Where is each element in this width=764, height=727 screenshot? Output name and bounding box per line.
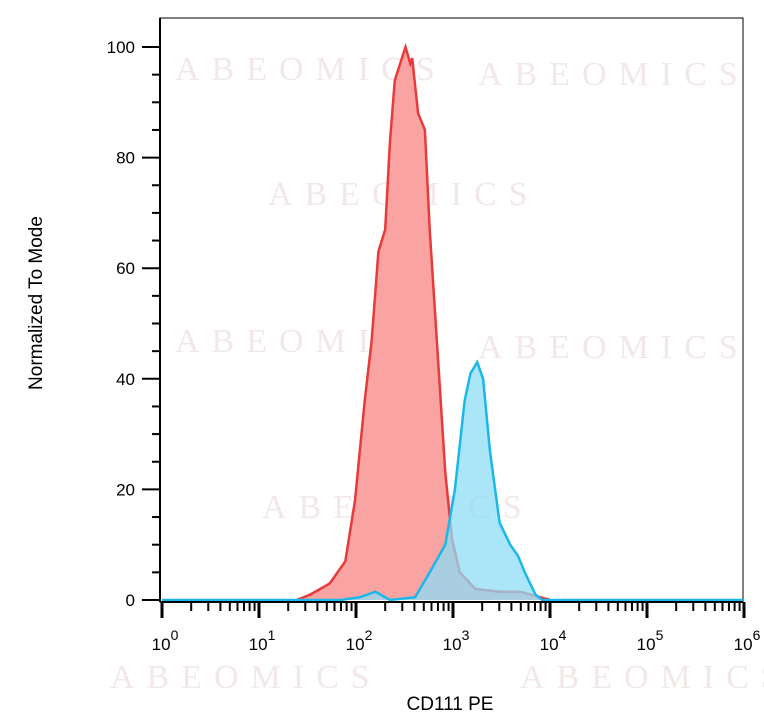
- watermark-text: ABEOMICS: [478, 329, 750, 366]
- x-tick-label: 105: [637, 627, 664, 654]
- x-tick-base: 10: [734, 635, 753, 654]
- y-tick-label: 0: [126, 591, 135, 610]
- watermark-text: ABEOMICS: [520, 659, 764, 696]
- x-tick-base: 10: [443, 635, 462, 654]
- x-tick-exp: 1: [268, 627, 276, 643]
- y-axis-label: Normalized To Mode: [26, 216, 47, 390]
- y-tick-label: 100: [107, 38, 135, 57]
- x-tick-exp: 5: [656, 627, 664, 643]
- x-tick-label: 104: [540, 627, 567, 654]
- x-tick-label: 100: [152, 627, 179, 654]
- y-tick-label: 60: [116, 259, 135, 278]
- x-tick-base: 10: [152, 635, 171, 654]
- x-tick-exp: 3: [462, 627, 470, 643]
- watermark-text: ABEOMICS: [110, 659, 382, 696]
- x-tick-base: 10: [249, 635, 268, 654]
- x-tick-label: 101: [249, 627, 276, 654]
- y-tick-label: 20: [116, 480, 135, 499]
- x-tick-base: 10: [346, 635, 365, 654]
- watermark-text: ABEOMICS: [175, 51, 447, 88]
- x-tick-exp: 0: [171, 627, 179, 643]
- y-tick-label: 40: [116, 370, 135, 389]
- series-layer: [162, 42, 744, 602]
- x-tick-exp: 2: [365, 627, 373, 643]
- x-tick-label: 102: [346, 627, 373, 654]
- x-tick-exp: 6: [753, 627, 761, 643]
- watermark-text: ABEOMICS: [478, 56, 750, 93]
- x-tick-label: 106: [734, 627, 761, 654]
- y-tick-label: 80: [116, 149, 135, 168]
- x-tick-exp: 4: [559, 627, 567, 643]
- series-line-1: [162, 359, 744, 602]
- series-area-1: [162, 362, 744, 600]
- x-tick-base: 10: [540, 635, 559, 654]
- x-tick-base: 10: [637, 635, 656, 654]
- x-axis-label: CD111 PE: [407, 694, 494, 715]
- x-tick-label: 103: [443, 627, 470, 654]
